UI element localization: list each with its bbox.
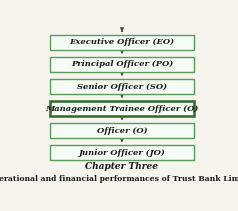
Text: Officer (O): Officer (O) [97, 127, 147, 135]
FancyBboxPatch shape [50, 35, 194, 50]
FancyBboxPatch shape [50, 145, 194, 160]
Text: Operational and financial performances of Trust Bank Limited: Operational and financial performances o… [0, 175, 238, 183]
Text: Chapter Three: Chapter Three [85, 162, 159, 171]
FancyBboxPatch shape [50, 101, 194, 116]
Text: Executive Officer (EO): Executive Officer (EO) [69, 38, 174, 46]
FancyBboxPatch shape [50, 57, 194, 72]
Text: Junior Officer (JO): Junior Officer (JO) [79, 149, 165, 157]
Text: Principal Officer (PO): Principal Officer (PO) [71, 61, 173, 69]
FancyBboxPatch shape [50, 123, 194, 138]
FancyBboxPatch shape [50, 79, 194, 94]
Text: Management Trainee Officer (O): Management Trainee Officer (O) [45, 105, 199, 113]
Text: Senior Officer (SO): Senior Officer (SO) [77, 83, 167, 91]
